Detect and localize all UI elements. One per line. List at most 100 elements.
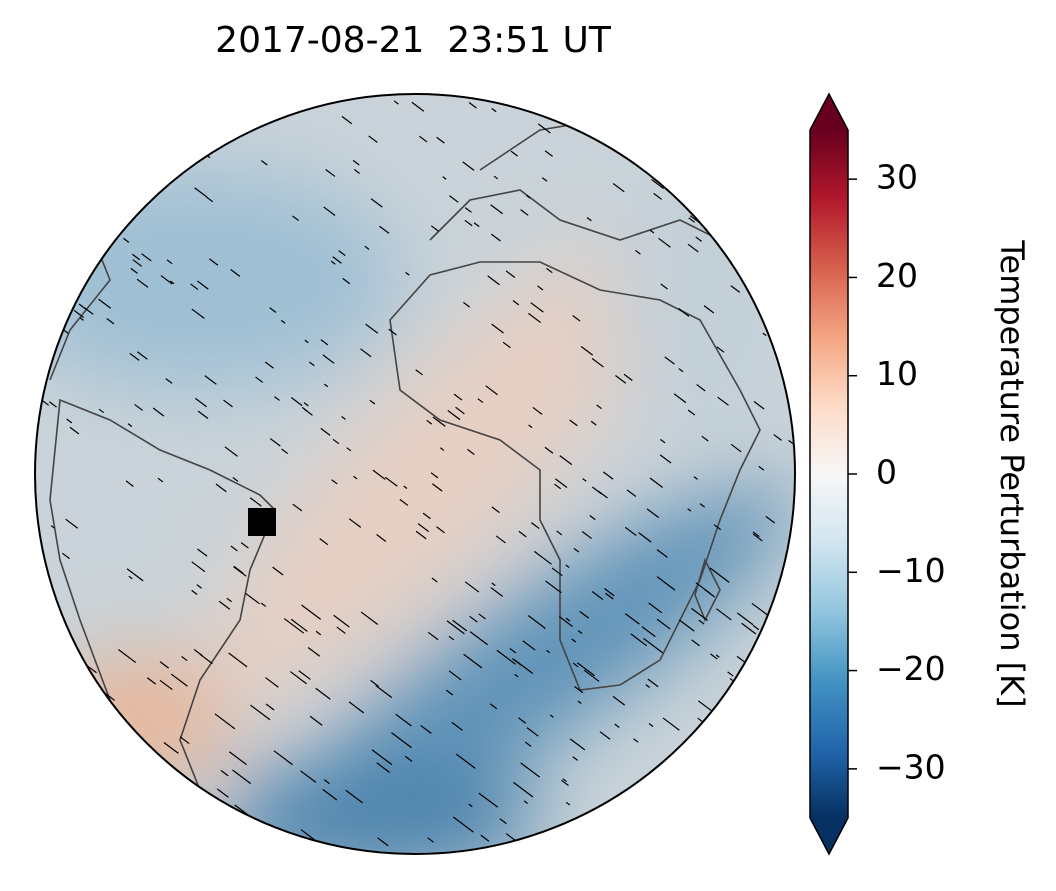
wind-dash	[85, 781, 105, 796]
wind-dash	[658, 237, 671, 248]
wind-dash	[322, 788, 338, 801]
wind-dash	[128, 575, 133, 580]
wind-dash	[687, 508, 692, 512]
wind-dash	[53, 257, 64, 266]
wind-dash	[491, 107, 497, 113]
wind-dash	[391, 732, 412, 749]
wind-dash	[230, 545, 238, 552]
wind-dash	[330, 260, 336, 265]
wind-dash	[706, 829, 727, 846]
wind-dash	[730, 285, 741, 293]
wind-dash	[717, 396, 729, 406]
wind-dash	[572, 662, 579, 668]
wind-dash	[691, 639, 701, 647]
wind-dash	[752, 533, 763, 542]
wind-dash	[646, 508, 660, 519]
wind-dash	[449, 195, 459, 203]
wind-dash	[411, 101, 425, 112]
wind-dash	[301, 604, 322, 620]
wind-dash	[218, 600, 231, 610]
wind-dash	[290, 397, 303, 407]
wind-dash	[605, 592, 614, 600]
wind-dash	[319, 538, 329, 546]
wind-dash	[735, 791, 752, 804]
wind-dash	[315, 687, 331, 700]
wind-dash	[48, 823, 64, 836]
wind-dash	[415, 530, 427, 540]
wind-dash	[71, 722, 83, 732]
wind-dash	[118, 795, 137, 810]
colorbar-tick-label: 0	[876, 453, 897, 492]
wind-dash	[532, 406, 543, 415]
wind-dash	[635, 249, 641, 255]
wind-dash	[426, 419, 433, 425]
wind-dash	[602, 471, 614, 480]
wind-dash	[554, 483, 562, 490]
wind-dash	[762, 332, 767, 337]
wind-dash	[656, 576, 676, 591]
wind-dash	[700, 801, 711, 810]
wind-dash	[353, 475, 358, 480]
wind-dash	[430, 472, 439, 479]
wind-dash	[651, 179, 664, 190]
wind-dash	[255, 376, 264, 383]
wind-dash	[65, 779, 81, 791]
wind-dash	[40, 734, 60, 750]
wind-dash	[230, 269, 241, 277]
wind-dash	[117, 649, 137, 664]
wind-dash	[452, 816, 474, 833]
wind-dash	[260, 160, 268, 166]
wind-dash	[478, 792, 499, 808]
wind-dash	[648, 602, 663, 614]
wind-dash	[794, 156, 795, 164]
wind-dash	[292, 503, 303, 512]
wind-dash	[784, 253, 789, 258]
wind-dash	[370, 679, 380, 687]
wind-dash	[528, 312, 542, 324]
wind-dash	[645, 684, 650, 688]
wind-dash	[487, 275, 500, 286]
wind-dash	[537, 285, 544, 291]
wind-dash	[773, 434, 782, 441]
wind-dash	[693, 476, 698, 480]
wind-dash	[322, 354, 335, 364]
colorbar-tick-label: −10	[876, 551, 946, 590]
wind-dash	[216, 788, 229, 798]
wind-dash	[499, 818, 507, 825]
wind-dash	[136, 278, 149, 288]
wind-dash	[600, 825, 619, 840]
wind-dash	[569, 738, 586, 751]
wind-dash	[332, 438, 340, 445]
wind-dash	[647, 678, 659, 688]
wind-dash	[342, 277, 351, 285]
wind-dash	[446, 620, 465, 635]
wind-dash	[155, 802, 169, 813]
wind-dash	[505, 270, 516, 278]
wind-dash	[345, 789, 364, 804]
wind-dash	[226, 597, 232, 603]
wind-dash	[739, 100, 745, 105]
wind-dash	[245, 592, 260, 605]
wind-dash	[723, 242, 737, 253]
wind-dash	[518, 530, 527, 538]
wind-dash	[477, 398, 484, 404]
wind-dash	[744, 667, 762, 680]
wind-dash	[127, 423, 133, 428]
wind-dash	[688, 217, 696, 223]
wind-dash	[562, 778, 567, 783]
wind-dash	[768, 258, 781, 268]
wind-dash	[59, 277, 67, 283]
wind-dash	[106, 318, 115, 325]
wind-dash	[496, 649, 516, 665]
wind-dash	[130, 267, 138, 274]
wind-dash	[467, 448, 475, 456]
wind-dash	[431, 483, 443, 492]
colorbar-extend-min	[810, 818, 848, 854]
wind-dash	[698, 619, 705, 625]
wind-dash	[711, 119, 723, 129]
wind-dash	[648, 723, 654, 728]
wind-dash	[604, 587, 615, 597]
wind-dash	[121, 164, 126, 168]
wind-dash	[47, 288, 53, 293]
wind-dash	[527, 615, 546, 629]
